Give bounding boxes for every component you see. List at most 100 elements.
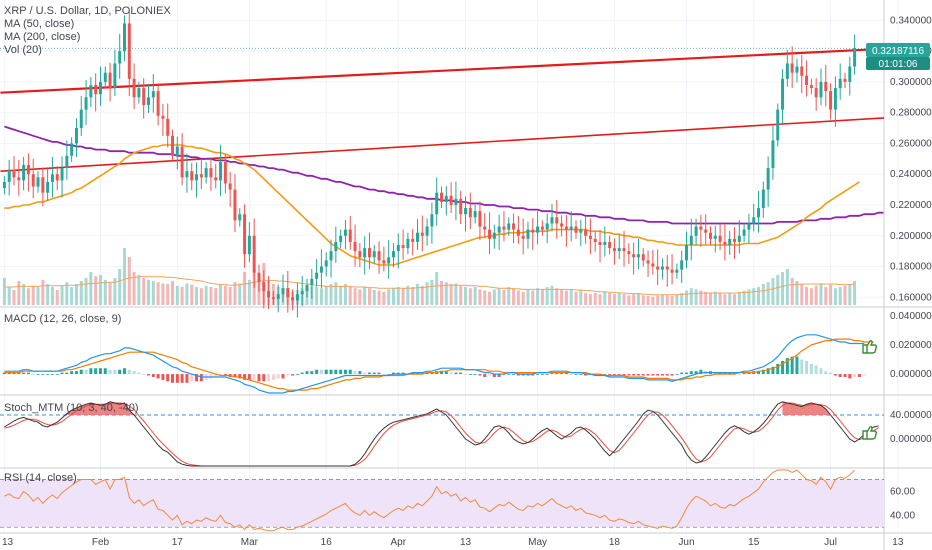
candle[interactable] [190,171,194,181]
candle[interactable] [785,63,789,79]
candle[interactable] [243,214,247,255]
rsi-title[interactable]: RSI (14, close) [4,472,77,484]
candle[interactable] [185,171,189,178]
candle[interactable] [824,81,828,92]
candle[interactable] [41,177,45,193]
candle[interactable] [829,91,833,110]
candle[interactable] [89,85,93,98]
candle[interactable] [684,245,688,261]
legend-ma50[interactable]: MA (50, close) [4,18,74,30]
candle[interactable] [617,248,621,252]
candle[interactable] [315,272,319,279]
candle[interactable] [603,241,607,245]
candle[interactable] [147,97,150,105]
price-pane[interactable] [0,11,885,318]
ma200-line[interactable] [4,125,884,225]
ma50-line[interactable] [4,144,860,266]
candle[interactable] [435,192,439,215]
candle[interactable] [713,235,717,239]
macd-signal-line[interactable] [4,338,874,391]
thumbs-up-icon[interactable] [862,340,878,354]
candle[interactable] [334,241,338,252]
candle[interactable] [656,266,660,270]
candle[interactable] [319,266,323,273]
candle[interactable] [22,165,26,181]
candle[interactable] [507,223,511,230]
candle[interactable] [406,238,410,249]
candle[interactable] [757,208,761,218]
upper-trendline[interactable] [0,47,885,94]
candle[interactable] [574,226,578,233]
candle[interactable] [665,266,669,270]
candle[interactable] [564,226,568,230]
candle[interactable] [632,254,636,258]
candle[interactable] [853,48,857,67]
candle[interactable] [536,226,540,233]
candle[interactable] [363,248,367,258]
candle[interactable] [694,226,698,236]
candle[interactable] [209,168,213,178]
candle[interactable] [382,260,386,264]
candle[interactable] [113,63,117,89]
candle[interactable] [790,63,794,73]
candle[interactable] [70,143,74,156]
candle[interactable] [17,177,21,181]
candle[interactable] [161,115,165,119]
candle[interactable] [680,260,684,270]
candle[interactable] [699,226,703,230]
candle[interactable] [464,208,468,215]
candle[interactable] [103,72,107,82]
candle[interactable] [468,208,472,218]
candle[interactable] [593,238,597,242]
candle[interactable] [742,229,746,236]
candle[interactable] [545,223,549,230]
stoch-title[interactable]: Stoch_MTM (10, 3, 40, -40) [4,402,139,414]
candle[interactable] [55,174,59,181]
candle[interactable] [416,232,419,242]
candle[interactable] [377,251,381,261]
candle[interactable] [300,291,304,295]
candle[interactable] [833,88,837,110]
candle[interactable] [569,226,573,230]
candle[interactable] [257,272,261,282]
candle[interactable] [689,235,693,245]
candle[interactable] [166,118,170,136]
candle[interactable] [488,229,492,239]
candle[interactable] [761,189,765,209]
candle[interactable] [814,88,818,98]
candle[interactable] [324,260,328,267]
stoch-pane[interactable] [0,401,884,467]
candle[interactable] [459,198,463,215]
candle[interactable] [737,235,741,242]
candle[interactable] [521,235,525,239]
candle[interactable] [492,232,496,239]
candle[interactable] [809,85,813,89]
candle[interactable] [747,223,751,230]
lower-trendline[interactable] [0,117,885,172]
candle[interactable] [199,174,203,178]
candle[interactable] [171,135,175,156]
candle[interactable] [26,165,30,175]
candle[interactable] [2,181,6,189]
candle[interactable] [305,285,309,292]
candle[interactable] [108,72,112,89]
candle[interactable] [526,229,530,239]
candle[interactable] [733,238,737,242]
candle[interactable] [329,251,333,261]
candle[interactable] [372,251,376,258]
candle[interactable] [440,192,443,202]
candle[interactable] [156,91,160,116]
candle[interactable] [540,226,544,230]
candle[interactable] [132,78,136,98]
candle[interactable] [353,241,357,252]
candle[interactable] [502,226,506,230]
candle[interactable] [228,183,232,190]
candle[interactable] [473,211,477,218]
candle[interactable] [46,181,50,193]
candle[interactable] [252,235,256,273]
time-axis[interactable]: 13Feb17Mar16Apr13May18Jun15Jul13Aug17 [2,537,932,548]
candle[interactable] [79,109,83,129]
candle[interactable] [343,229,347,236]
candle[interactable] [627,251,631,255]
